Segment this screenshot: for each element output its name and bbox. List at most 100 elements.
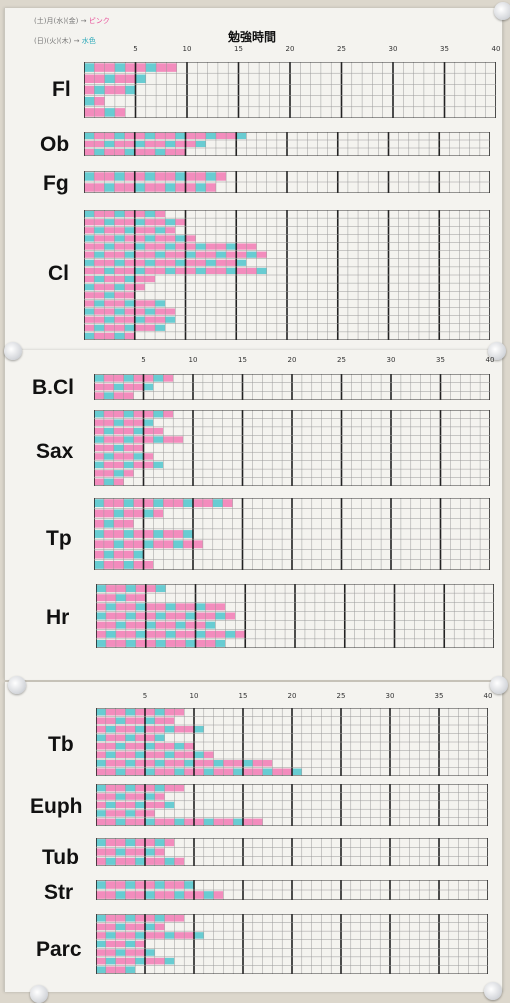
- study-time-bar-cell: [84, 332, 95, 340]
- study-time-bar-cell: [96, 891, 106, 899]
- study-time-bar-cell: [145, 810, 155, 817]
- study-time-bar-cell: [154, 743, 165, 750]
- study-time-bar-cell: [165, 132, 176, 140]
- study-time-bar-cell: [94, 316, 105, 323]
- study-time-bar-cell: [236, 259, 247, 266]
- study-time-bar-cell: [105, 891, 116, 899]
- study-time-bar-cell: [124, 251, 135, 258]
- study-time-bar-cell: [155, 621, 166, 629]
- study-time-bar-cell: [104, 183, 115, 192]
- study-time-bar-cell: [94, 308, 105, 315]
- study-time-bar-cell: [135, 940, 145, 948]
- study-time-bar-cell: [145, 603, 156, 611]
- study-time-bar-cell: [205, 621, 216, 629]
- study-time-bar-cell: [135, 891, 145, 899]
- study-time-bar-cell: [233, 760, 243, 767]
- study-time-bar-cell: [135, 594, 146, 602]
- study-time-bar-cell: [94, 108, 105, 117]
- study-time-bar-cell: [184, 760, 194, 767]
- study-time-bar-cell: [125, 612, 136, 620]
- study-time-bar-cell: [103, 509, 114, 518]
- study-time-bar-cell: [175, 603, 186, 611]
- study-time-bar-cell: [144, 172, 156, 181]
- study-time-bar-cell: [163, 530, 174, 538]
- axis-tick-label: 25: [337, 45, 346, 53]
- study-time-bar-cell: [114, 332, 125, 340]
- study-time-bar-cell: [155, 639, 166, 647]
- study-time-bar-cell: [154, 891, 165, 899]
- study-time-bar-cell: [96, 940, 106, 948]
- study-time-bar-cell: [213, 891, 224, 899]
- study-time-bar-cell: [195, 621, 206, 629]
- study-time-bar-cell: [94, 499, 104, 508]
- poster-title: 勉強時間: [228, 30, 277, 44]
- section-label-sax: Sax: [36, 440, 74, 463]
- chart-grid-svg: [96, 784, 488, 826]
- study-time-bar-cell: [282, 768, 292, 775]
- axis-tick-label: 10: [182, 45, 192, 53]
- study-time-bar-cell: [225, 630, 236, 638]
- study-time-bar-cell: [215, 132, 227, 140]
- study-time-bar-cell: [145, 793, 155, 800]
- study-time-bar-cell: [105, 768, 116, 775]
- study-time-bar-cell: [144, 324, 156, 331]
- study-time-bar-cell: [113, 470, 124, 477]
- study-time-bar-cell: [94, 284, 105, 291]
- study-time-bar-cell: [135, 612, 146, 620]
- study-time-bar-cell: [123, 419, 134, 426]
- study-time-bar-cell: [124, 267, 135, 275]
- study-time-bar-cell: [113, 427, 124, 435]
- study-time-bar-cell: [96, 848, 106, 856]
- study-time-bar-cell: [104, 275, 115, 283]
- study-time-bar-cell: [145, 881, 155, 889]
- study-time-bar-cell: [205, 267, 216, 275]
- study-time-bar-cell: [105, 848, 116, 856]
- study-time-bar-cell: [123, 383, 134, 391]
- study-time-bar-cell: [135, 932, 145, 939]
- chart-grid-svg: [96, 708, 488, 776]
- study-time-bar-cell: [145, 639, 156, 647]
- study-time-bar-cell: [105, 857, 116, 865]
- study-time-bar-cell: [165, 235, 176, 242]
- study-time-bar-cell: [96, 881, 106, 889]
- study-time-bar-cell: [125, 891, 136, 899]
- study-time-bar-cell: [94, 267, 105, 275]
- study-time-bar-cell: [124, 140, 135, 148]
- study-time-bar-cell: [164, 717, 175, 724]
- study-time-bar-cell: [133, 419, 144, 426]
- study-time-bar-cell: [133, 375, 144, 382]
- study-time-bar-cell: [203, 768, 214, 775]
- study-time-bar-cell: [96, 639, 106, 647]
- study-time-bar-cell: [213, 768, 224, 775]
- study-time-bar-cell: [215, 259, 227, 266]
- study-time-bar-cell: [145, 585, 156, 593]
- study-time-bar-cell: [96, 949, 106, 956]
- axis-tick-label: 40: [485, 356, 495, 364]
- study-time-bar-cell: [115, 709, 126, 716]
- study-time-bar-cell: [94, 74, 105, 84]
- study-time-bar-cell: [134, 140, 145, 148]
- study-time-bar-cell: [114, 132, 125, 140]
- study-time-bar-cell: [125, 839, 136, 847]
- study-time-bar-cell: [184, 743, 194, 750]
- study-time-bar-cell: [94, 436, 104, 443]
- study-time-bar-cell: [96, 709, 106, 716]
- study-time-bar-cell: [154, 848, 165, 856]
- study-time-bar-cell: [125, 940, 136, 948]
- study-time-bar-cell: [236, 267, 247, 275]
- chart-grid-fl: [84, 62, 496, 118]
- study-time-bar-cell: [125, 85, 136, 95]
- study-time-bar-cell: [113, 383, 124, 391]
- study-time-bar-cell: [96, 630, 106, 638]
- section-label-str: Str: [44, 881, 74, 904]
- study-time-bar-cell: [96, 857, 106, 865]
- study-time-bar-cell: [144, 235, 156, 242]
- study-time-bar-cell: [105, 603, 116, 611]
- study-time-bar-cell: [124, 300, 135, 307]
- study-time-bar-cell: [145, 818, 155, 825]
- study-time-bar-cell: [175, 630, 186, 638]
- study-time-bar-cell: [104, 300, 115, 307]
- chart-grid-cl: [84, 210, 490, 340]
- study-time-bar-cell: [194, 932, 204, 939]
- study-time-bar-cell: [145, 785, 155, 792]
